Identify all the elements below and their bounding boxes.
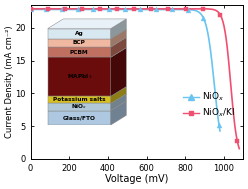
Legend: NiO$_x$, NiO$_x$/KI: NiO$_x$, NiO$_x$/KI bbox=[179, 87, 239, 123]
X-axis label: Voltage (mV): Voltage (mV) bbox=[105, 174, 169, 184]
Y-axis label: Current Density (mA cm⁻²): Current Density (mA cm⁻²) bbox=[5, 26, 14, 138]
